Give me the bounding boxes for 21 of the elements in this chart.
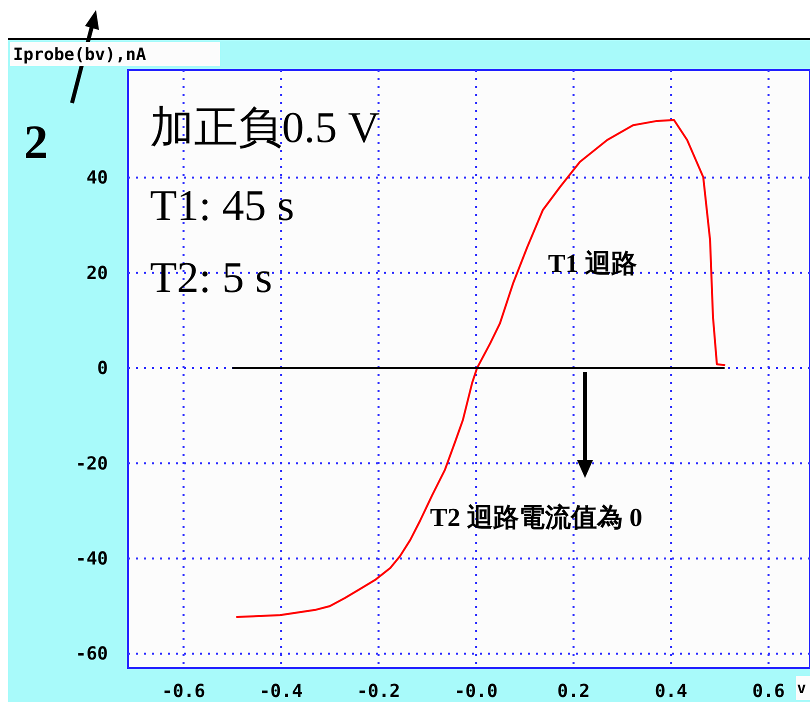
annotation: T2 迴路電流值為 0 <box>430 503 642 532</box>
y-axis-title: Iprobe(bv),nA <box>13 45 146 65</box>
annotation: T1: 45 s <box>150 181 294 230</box>
x-tick-label: -0.0 <box>454 681 498 702</box>
y-tick-label: 20 <box>86 262 108 284</box>
x-tick-label: -0.4 <box>259 681 303 702</box>
y-tick-label: -60 <box>75 644 108 665</box>
annotation: T2: 5 s <box>150 253 272 302</box>
x-tick-label: -0.2 <box>356 681 400 702</box>
y-tick-label: 0 <box>97 358 108 380</box>
x-tick-label: 0.6 <box>752 681 785 702</box>
y-tick-label: 40 <box>86 168 108 189</box>
y-tick-label: -20 <box>75 453 108 474</box>
y-tick-label: -40 <box>75 548 108 570</box>
x-tick-label: -0.6 <box>162 681 206 702</box>
x-axis-title: v <box>797 679 806 697</box>
x-tick-label: 0.2 <box>557 681 590 702</box>
text: 2 <box>24 116 48 169</box>
x-tick-label: 0.4 <box>654 681 688 702</box>
annotation: T1 迴路 <box>548 249 637 278</box>
annotation: 加正負0.5 V <box>150 103 380 152</box>
